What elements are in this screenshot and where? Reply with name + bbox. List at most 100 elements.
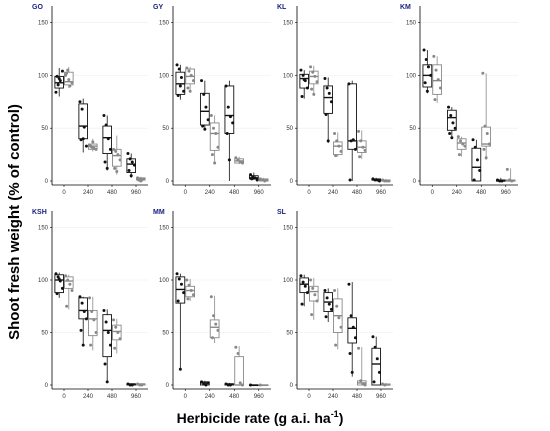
data-point (351, 138, 355, 142)
data-point (231, 121, 235, 125)
x-tick-label: 960 (254, 394, 265, 400)
data-point (175, 63, 179, 67)
data-point (118, 158, 122, 162)
data-point (385, 179, 389, 183)
data-point (65, 304, 69, 308)
data-point (186, 86, 190, 90)
y-tick-label: 0 (45, 383, 49, 389)
data-point (315, 299, 319, 303)
data-point (359, 139, 363, 143)
box-240-black (446, 105, 457, 140)
data-point (510, 179, 514, 183)
box-480-gray (481, 71, 492, 160)
data-point (302, 78, 306, 82)
data-point (334, 154, 338, 158)
data-point (224, 84, 228, 88)
data-point (112, 147, 116, 151)
data-point (191, 79, 195, 83)
data-point (487, 142, 491, 146)
data-point (206, 118, 210, 122)
data-point (350, 370, 354, 374)
data-point (311, 286, 315, 290)
data-point (78, 295, 82, 299)
data-point (84, 144, 88, 148)
data-point (236, 158, 240, 162)
data-point (335, 304, 339, 308)
data-point (327, 91, 331, 95)
box-0-black (54, 272, 64, 298)
data-point (333, 131, 337, 135)
panel-title: KSH (32, 209, 47, 216)
data-point (423, 81, 427, 85)
data-point (299, 274, 303, 278)
data-point (140, 383, 144, 387)
data-point (212, 126, 216, 130)
data-point (92, 318, 96, 322)
data-point (203, 127, 207, 131)
data-point (68, 84, 72, 88)
data-point (448, 131, 452, 135)
y-tick-label: 150 (38, 21, 49, 27)
x-tick-label: 240 (452, 190, 463, 196)
data-point (204, 105, 208, 109)
box-240-black (323, 288, 333, 322)
box-240-gray (209, 114, 220, 165)
data-point (112, 318, 116, 322)
x-tick-label: 240 (83, 394, 94, 400)
data-point (228, 115, 232, 119)
box-240-gray (333, 131, 343, 158)
data-point (226, 383, 230, 387)
x-axis-title-end: ) (339, 410, 344, 426)
data-point (359, 379, 363, 383)
x-tick-label: 0 (307, 190, 311, 196)
box-body (102, 125, 112, 154)
data-point (186, 297, 190, 301)
box-240-gray (88, 296, 98, 351)
data-point (323, 77, 327, 81)
data-point (80, 107, 84, 111)
data-point (339, 149, 343, 153)
box-960-gray (258, 177, 269, 183)
data-point (130, 160, 134, 164)
x-tick-label: 240 (328, 190, 339, 196)
box-960-gray (381, 178, 391, 183)
data-point (371, 335, 375, 339)
data-point (353, 147, 357, 151)
data-point (334, 343, 338, 347)
data-point (329, 307, 333, 311)
data-point (473, 145, 477, 149)
box-body (371, 347, 381, 386)
box-body (112, 148, 122, 167)
box-body (64, 276, 74, 289)
box-0-gray (185, 66, 196, 93)
x-tick-label: 960 (501, 190, 512, 196)
data-point (337, 144, 341, 148)
box-480-gray (234, 156, 245, 165)
data-point (60, 69, 64, 73)
box-body (471, 147, 482, 182)
data-point (88, 296, 92, 300)
y-tick-label: 100 (38, 278, 49, 284)
box-body (102, 314, 112, 358)
box-0-black (175, 272, 186, 371)
data-point (189, 289, 193, 292)
box-960-gray (381, 382, 391, 387)
box-960-black (495, 177, 506, 183)
box-body (54, 274, 64, 294)
data-point (57, 77, 61, 81)
data-point (185, 278, 189, 282)
data-point (113, 346, 117, 350)
x-tick-label: 960 (376, 190, 387, 196)
data-point (424, 58, 428, 62)
box-240-black (78, 295, 88, 347)
data-point (434, 68, 438, 72)
y-tick-label: 100 (283, 278, 294, 284)
data-point (139, 179, 143, 183)
data-point (459, 139, 463, 143)
data-point (301, 73, 305, 77)
box-960-gray (136, 382, 146, 387)
data-point (348, 352, 352, 355)
data-point (327, 302, 331, 306)
data-point (484, 156, 488, 160)
data-point (175, 272, 179, 276)
